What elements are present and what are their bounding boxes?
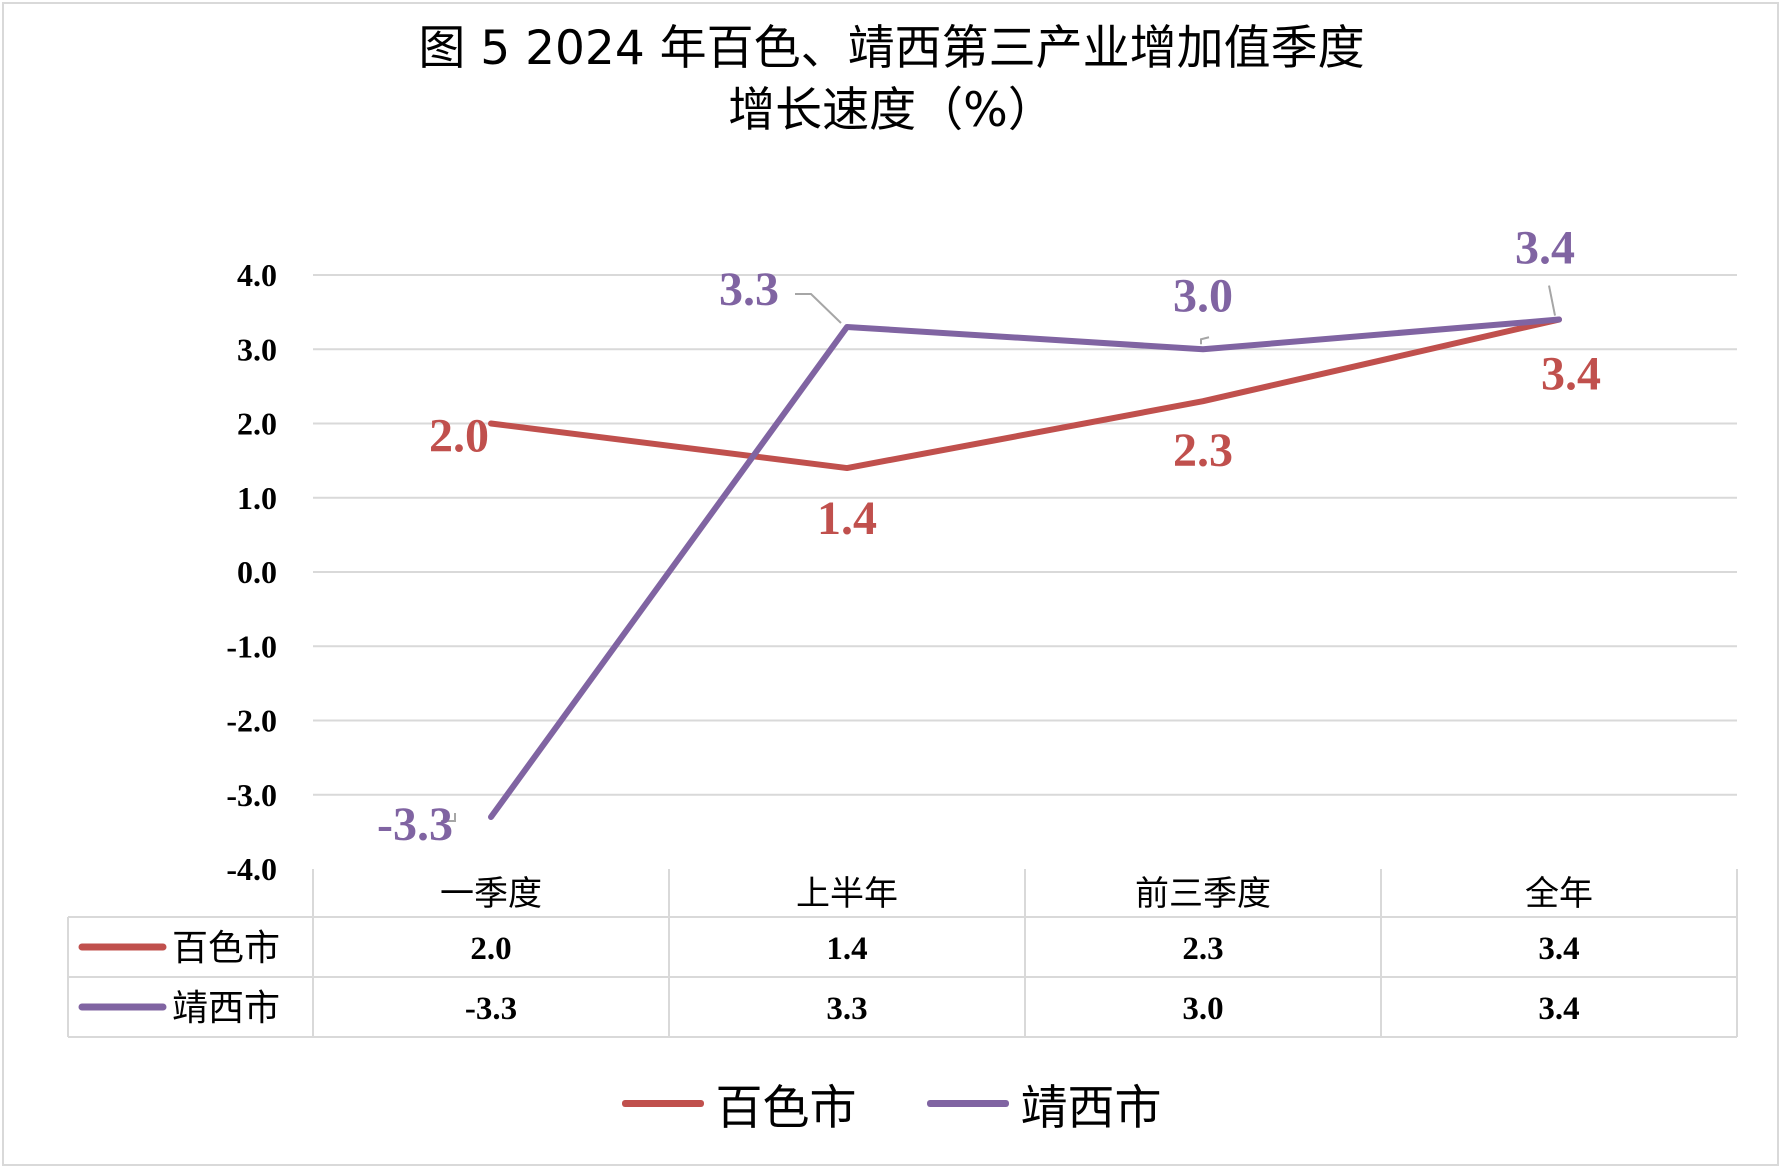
x-category-label: 前三季度 — [1135, 874, 1271, 914]
data-label-leader-line — [795, 292, 842, 324]
table-cell-value: 3.4 — [1538, 931, 1579, 967]
series-lines — [488, 316, 1562, 821]
data-label: -3.3 — [377, 798, 453, 851]
legend-swatch — [926, 1099, 1009, 1107]
x-category-label: 上半年 — [796, 874, 898, 914]
chart-title-line-2: 增长速度（%） — [728, 83, 1055, 138]
data-label: 3.3 — [719, 263, 779, 316]
data-label: 2.3 — [1173, 424, 1233, 477]
table-cell-value: 2.3 — [1182, 931, 1223, 967]
series-line — [488, 316, 1562, 821]
data-label: 3.0 — [1173, 269, 1233, 322]
chart-title: 图 5 2024 年百色、靖西第三产业增加值季度 增长速度（%） — [0, 18, 1783, 142]
data-labels: 2.0 1.4 2.3 3.4 -3.3 3.3 3.0 3.4 — [377, 222, 1601, 851]
table-cell-value: 3.3 — [826, 991, 867, 1027]
y-tick-label: -2.0 — [226, 703, 277, 739]
legend: 百色市 靖西市 — [0, 1068, 1783, 1138]
legend-item: 百色市 — [621, 1069, 857, 1138]
x-category-label: 全年 — [1525, 874, 1593, 914]
table-series-name: 百色市 — [172, 928, 280, 969]
table-cell-value: 1.4 — [826, 931, 867, 967]
table-cell-value: 2.0 — [470, 931, 511, 967]
gridlines — [313, 274, 1737, 796]
data-label: 2.0 — [429, 410, 489, 463]
series-line — [488, 316, 1562, 472]
table-cell-value: -3.3 — [465, 991, 517, 1027]
table-cell-value: 3.0 — [1182, 991, 1223, 1027]
y-tick-label: 1.0 — [237, 480, 277, 516]
y-tick-label: 3.0 — [237, 331, 277, 367]
y-tick-label: 4.0 — [237, 257, 277, 293]
chart-title-line-1: 图 5 2024 年百色、靖西第三产业增加值季度 — [418, 21, 1365, 76]
table-cell-value: 3.4 — [1538, 991, 1579, 1027]
legend-item: 靖西市 — [926, 1069, 1162, 1138]
y-tick-label: 0.0 — [237, 554, 277, 590]
table-series-name: 靖西市 — [172, 988, 280, 1029]
y-tick-label: -3.0 — [226, 777, 277, 813]
data-label-leader-line — [441, 813, 456, 823]
legend-swatch — [621, 1099, 704, 1107]
data-label-leader-line — [1200, 336, 1210, 345]
y-axis-tick-labels: -4.0 -3.0 -2.0 -1.0 0.0 1.0 2.0 3.0 4.0 — [226, 257, 277, 887]
legend-label: 百色市 — [715, 1080, 857, 1136]
y-tick-label: 2.0 — [237, 406, 277, 442]
data-label: 1.4 — [817, 492, 877, 545]
y-tick-label: -1.0 — [226, 628, 277, 664]
data-label: 3.4 — [1515, 222, 1575, 275]
data-label-leader-line — [1548, 285, 1556, 316]
data-label: 3.4 — [1541, 348, 1601, 401]
x-category-label: 一季度 — [440, 874, 542, 914]
legend-label: 靖西市 — [1020, 1080, 1162, 1136]
y-tick-label: -4.0 — [226, 851, 277, 887]
